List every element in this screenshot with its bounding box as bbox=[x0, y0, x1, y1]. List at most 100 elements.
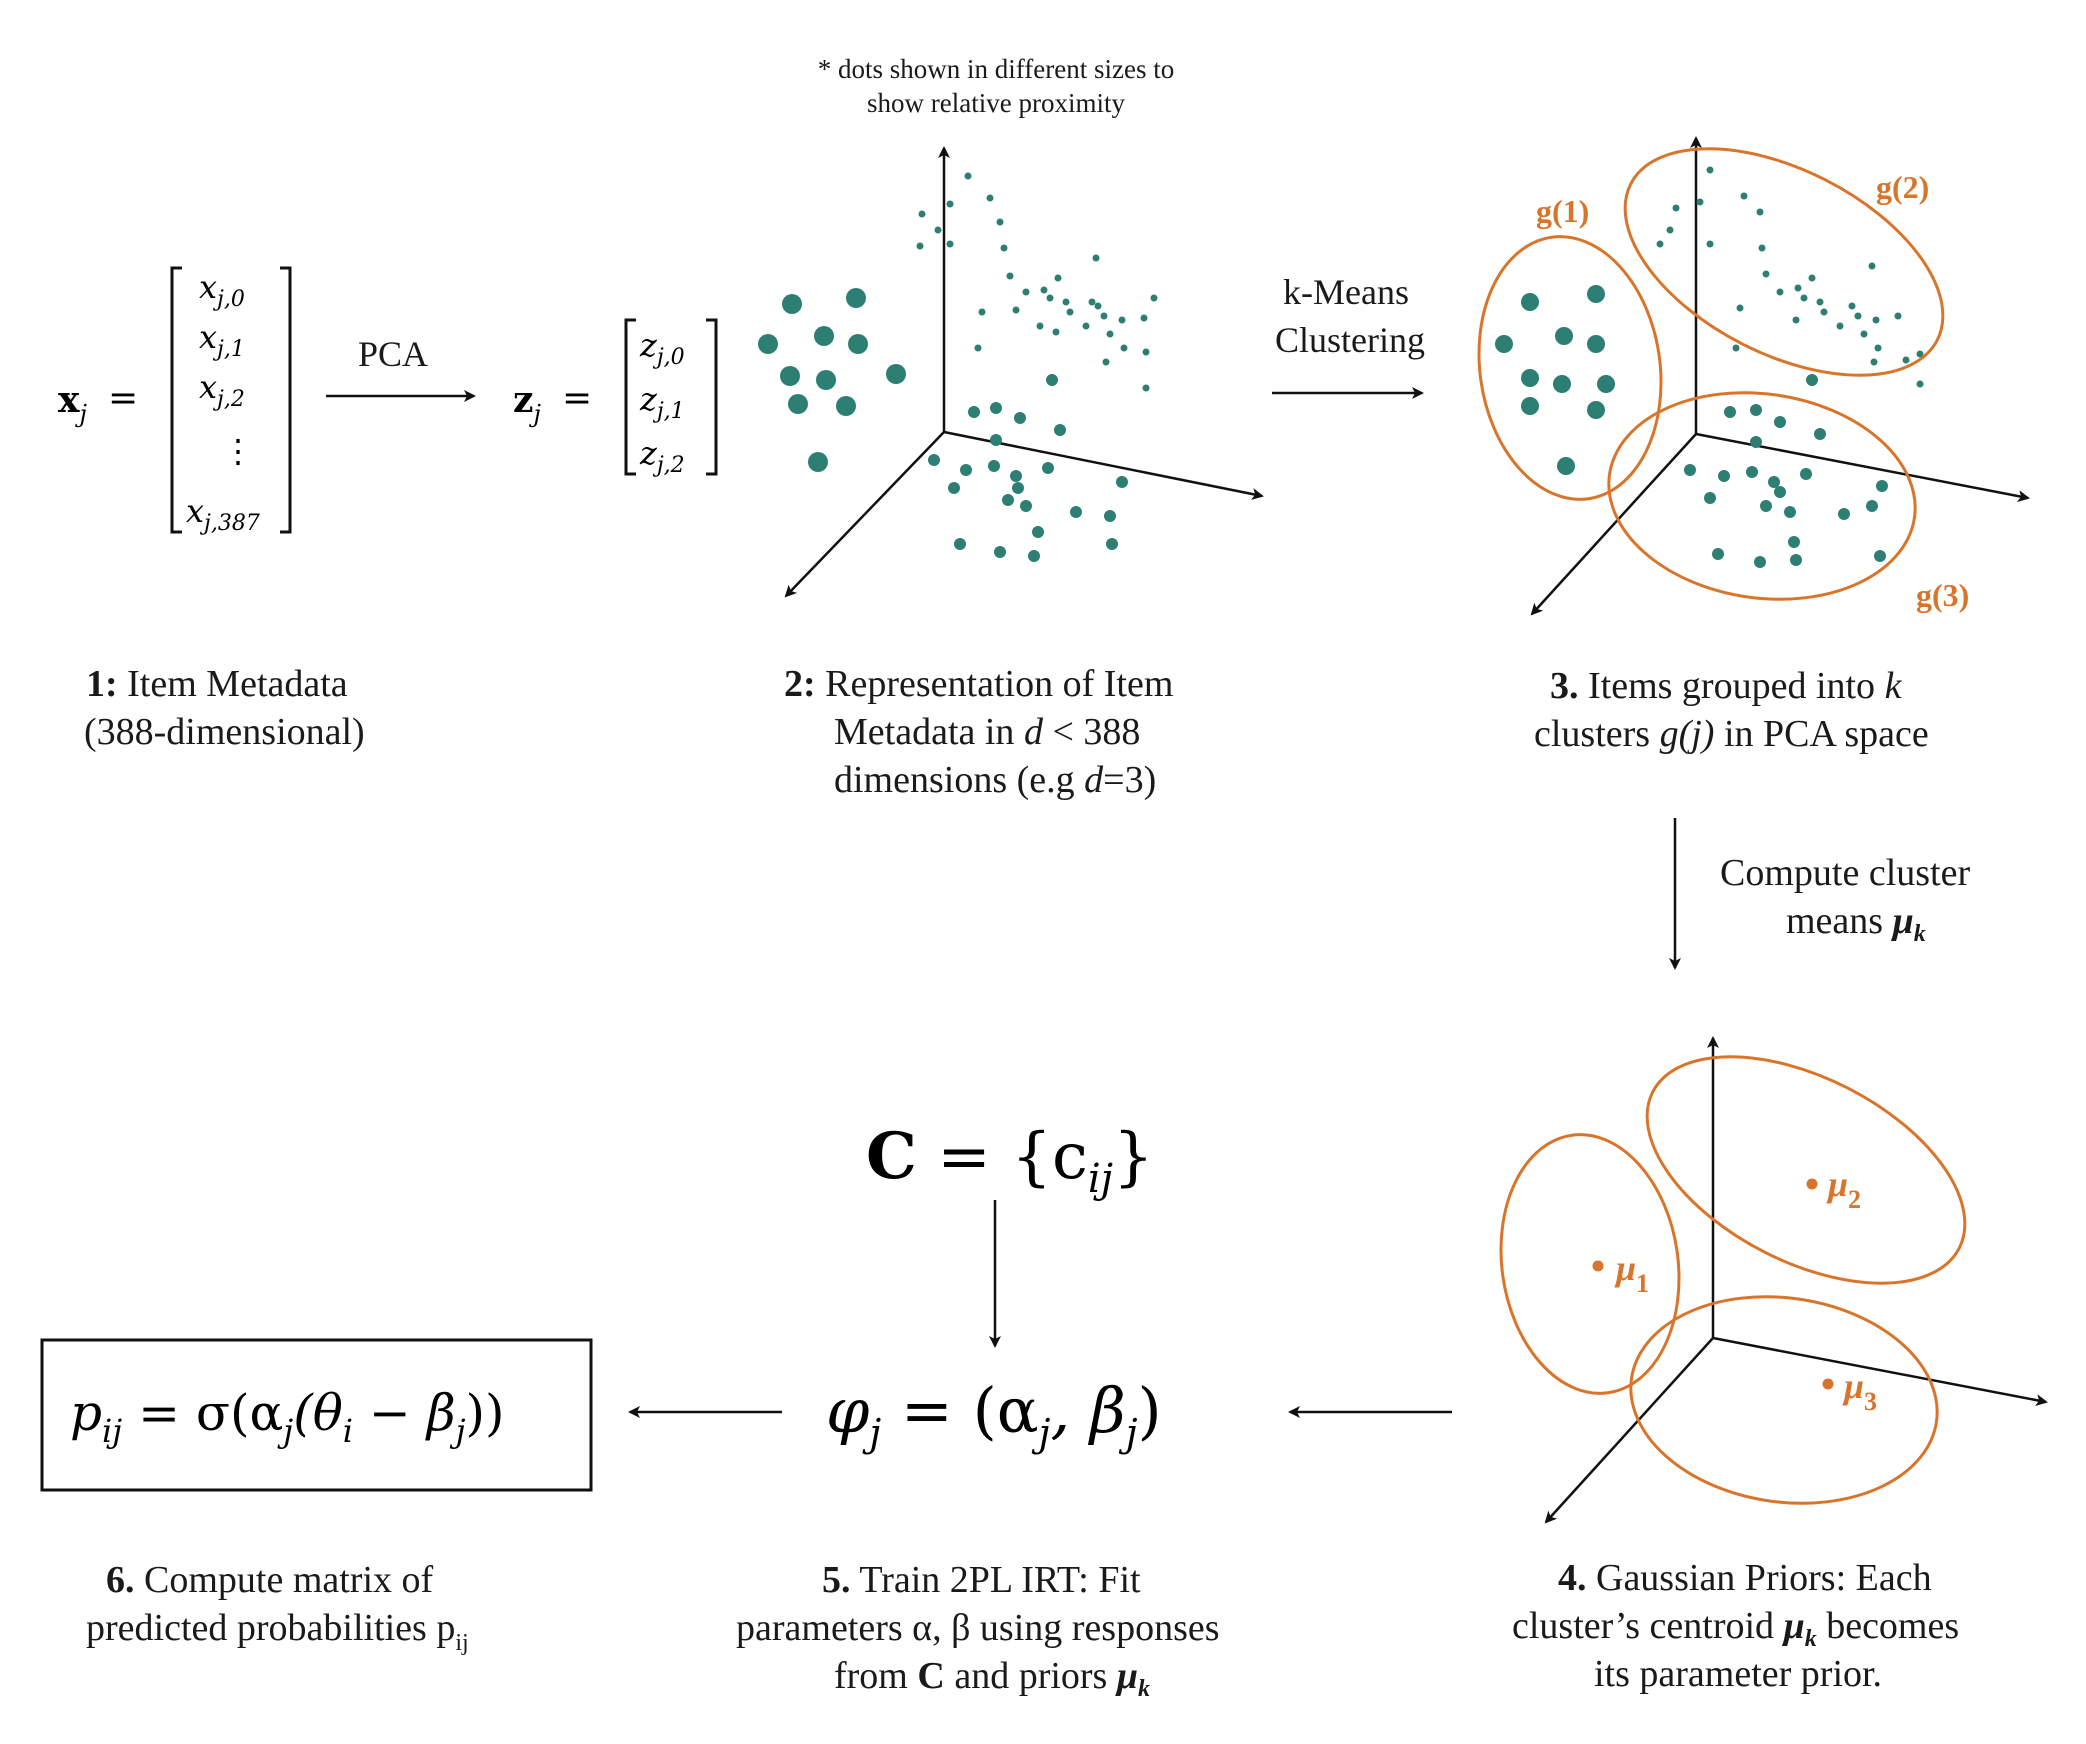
equals-sign: = bbox=[562, 378, 592, 419]
cluster-label: g(2) bbox=[1876, 169, 1929, 205]
data-point bbox=[1838, 508, 1850, 520]
data-point bbox=[1142, 384, 1150, 392]
data-point bbox=[1142, 348, 1150, 356]
data-point bbox=[1102, 358, 1110, 366]
vector-entry: xj,387 bbox=[186, 492, 260, 536]
data-point bbox=[946, 240, 954, 248]
cluster-label: g(1) bbox=[1536, 193, 1589, 229]
data-point bbox=[848, 334, 868, 354]
equals-sign: = bbox=[108, 378, 138, 419]
data-point bbox=[1012, 482, 1024, 494]
cluster-3-ellipse bbox=[1607, 391, 1917, 601]
data-point bbox=[1014, 412, 1026, 424]
data-point bbox=[1870, 358, 1878, 366]
data-point bbox=[1054, 274, 1062, 282]
data-point bbox=[1704, 492, 1716, 504]
compute-means-line1: Compute cluster bbox=[1720, 852, 1970, 894]
data-point bbox=[1814, 428, 1826, 440]
z-axis bbox=[784, 431, 945, 598]
x-axis bbox=[1712, 1336, 2048, 1407]
data-point bbox=[1587, 335, 1605, 353]
prior-2-ellipse bbox=[1645, 1055, 1967, 1285]
data-point bbox=[1495, 335, 1513, 353]
vector-entry: xj,0 bbox=[199, 268, 245, 312]
step1-caption-line1: 1: Item Metadata bbox=[86, 663, 348, 705]
left-bracket bbox=[170, 266, 182, 534]
data-point bbox=[1800, 468, 1812, 480]
data-point bbox=[1758, 244, 1766, 252]
data-point bbox=[968, 406, 980, 418]
data-point bbox=[1521, 397, 1539, 415]
data-point bbox=[1750, 436, 1762, 448]
data-point bbox=[1696, 198, 1704, 206]
data-point bbox=[1776, 288, 1784, 296]
cluster-1-ellipse bbox=[1477, 235, 1663, 501]
data-point bbox=[1794, 284, 1802, 292]
data-point bbox=[808, 452, 828, 472]
data-point bbox=[1118, 316, 1126, 324]
data-point bbox=[1587, 401, 1605, 419]
kmeans-label-line2: Clustering bbox=[1275, 320, 1425, 360]
data-point bbox=[1866, 500, 1878, 512]
data-point bbox=[1557, 457, 1575, 475]
data-point bbox=[1784, 506, 1796, 518]
step3-caption-line2: clusters g(j) in PCA space bbox=[1534, 713, 1929, 755]
kmeans-label-line1: k-Means bbox=[1283, 272, 1409, 312]
step1-caption-line2: (388-dimensional) bbox=[84, 711, 365, 753]
data-point bbox=[1774, 416, 1786, 428]
step5-caption-line3: from C and priors μk bbox=[834, 1655, 1150, 1702]
dot-size-note-line2: show relative proximity bbox=[867, 88, 1125, 118]
right-bracket bbox=[280, 266, 292, 534]
data-point bbox=[1052, 328, 1060, 336]
data-point bbox=[918, 210, 926, 218]
axes bbox=[784, 146, 1264, 598]
data-point bbox=[1706, 166, 1714, 174]
data-point bbox=[954, 538, 966, 550]
cluster-2-ellipse bbox=[1623, 147, 1945, 377]
data-point bbox=[1036, 322, 1044, 330]
data-point bbox=[1106, 538, 1118, 550]
data-point bbox=[1006, 272, 1014, 280]
data-point bbox=[1848, 302, 1856, 310]
data-point bbox=[996, 218, 1004, 226]
compute-means-line2: means μk bbox=[1786, 900, 1926, 947]
step4-caption-line1: 4. Gaussian Priors: Each bbox=[1558, 1557, 1932, 1599]
data-point bbox=[1820, 308, 1828, 316]
data-point bbox=[1032, 526, 1044, 538]
vector-entry: xj,2 bbox=[199, 368, 245, 412]
data-point bbox=[1100, 312, 1108, 320]
vector-entry: zj,1 bbox=[639, 380, 685, 424]
data-point bbox=[1106, 330, 1114, 338]
item-metadata-vector: xj = xj,0 xj,1 xj,2 ⋮ xj,387 bbox=[58, 266, 292, 536]
data-point bbox=[1816, 298, 1824, 306]
data-points bbox=[1495, 166, 1924, 568]
data-point bbox=[1750, 404, 1762, 416]
centroid-3-label: μ3 bbox=[1842, 1366, 1877, 1416]
data-point bbox=[1521, 293, 1539, 311]
data-point bbox=[758, 334, 778, 354]
data-point bbox=[1684, 464, 1696, 476]
data-point bbox=[1088, 298, 1096, 306]
data-point bbox=[1874, 344, 1882, 352]
z-axis bbox=[1530, 433, 1697, 616]
data-point bbox=[1150, 294, 1158, 302]
data-point bbox=[990, 434, 1002, 446]
data-point bbox=[1046, 294, 1054, 302]
data-point bbox=[1046, 374, 1058, 386]
data-point bbox=[1756, 208, 1764, 216]
prior-1-ellipse bbox=[1499, 1133, 1681, 1395]
centroid-3-dot bbox=[1822, 1378, 1834, 1390]
data-point bbox=[1116, 476, 1128, 488]
centroid-2-dot bbox=[1806, 1178, 1818, 1190]
step5-caption-line2: parameters α, β using responses bbox=[736, 1607, 1220, 1649]
data-point bbox=[1872, 316, 1880, 324]
data-point bbox=[814, 326, 834, 346]
data-point bbox=[1754, 556, 1766, 568]
data-point bbox=[990, 402, 1002, 414]
data-point bbox=[1092, 254, 1100, 262]
data-point bbox=[1062, 298, 1070, 306]
data-point bbox=[1555, 327, 1573, 345]
data-point bbox=[1553, 375, 1571, 393]
vertical-ellipsis: ⋮ bbox=[222, 432, 254, 470]
